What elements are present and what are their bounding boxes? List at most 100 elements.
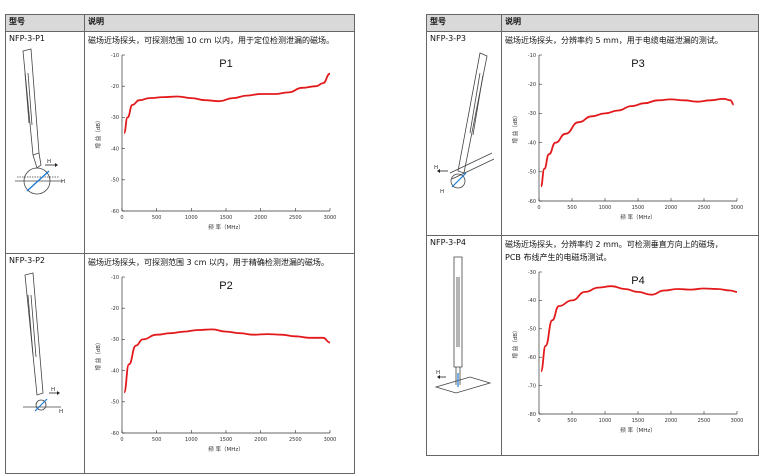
header-model: 型号 xyxy=(426,14,502,32)
header-desc: 说明 xyxy=(84,14,355,32)
chart-p3: -10 -20 -30 -40 -50 -600 500 1000 1500 2000 2500 30… xyxy=(511,53,744,221)
desc-line: 磁场近场探头，分辨率约 5 mm，用于电缆电磁泄漏的测试。 xyxy=(505,36,723,45)
chart-p2: -10 -20 -30 -40 -50 -600 500 1000 1500 2000 2500 30… xyxy=(94,275,337,453)
y-tick-label: -50 xyxy=(111,178,119,184)
y-tick-label: -50 xyxy=(111,400,119,406)
x-tick-label: 0 xyxy=(537,205,540,211)
table-row: NFP-3-P4 H 磁场近场探头，分辨率约 2 mm。可检测垂直方向上的磁场，… xyxy=(426,235,759,456)
header-desc: 说明 xyxy=(501,14,759,32)
x-tick-label: 500 xyxy=(567,418,577,424)
y-tick-label: -30 xyxy=(111,115,119,121)
desc-line: PCB 布线产生的电磁场测试。 xyxy=(505,253,612,262)
h-label: H xyxy=(434,165,438,171)
x-tick-label: 3000 xyxy=(731,205,744,211)
y-axis-label: 增 益（dB） xyxy=(511,327,519,358)
y-axis-label: 增 益（dB） xyxy=(94,339,102,370)
y-tick-label: -10 xyxy=(528,53,536,59)
y-tick-label: -10 xyxy=(111,53,119,59)
h-label: H xyxy=(47,159,51,165)
probe-p3-illustration: H H xyxy=(434,52,495,195)
y-tick-label: -40 xyxy=(528,298,536,304)
x-tick-label: 2000 xyxy=(254,215,267,221)
model-label: NFP-3-P3 xyxy=(430,34,467,43)
x-tick-label: 1000 xyxy=(185,215,198,221)
y-tick-label: -60 xyxy=(528,199,536,205)
probe-table-left: 型号 说明 NFP-3-P1 H H 磁场近 xyxy=(5,14,355,474)
y-tick-label: -40 xyxy=(111,146,119,152)
y-tick-label: -50 xyxy=(528,327,536,333)
probe-p2-illustration: H H xyxy=(23,272,63,415)
probe-table-right: 型号 说明 NFP-3-P3 H H 磁场近场探头，分辨率约 5 mm，用于电缆… xyxy=(426,14,759,456)
table-row: NFP-3-P2 H H 磁场近场探头，可探测范围 3 cm 以内，用于精确检测… xyxy=(5,253,355,474)
x-tick-label: 1500 xyxy=(632,205,645,211)
y-tick-label: -30 xyxy=(111,337,119,343)
chart-p1: -10 -20 -30 -40 -50 -600 500 1000 1500 2000 2500 30… xyxy=(94,53,337,231)
x-tick-label: 1000 xyxy=(185,437,198,443)
series-line xyxy=(123,72,331,134)
x-tick-label: 2500 xyxy=(698,418,711,424)
x-tick-label: 2000 xyxy=(665,205,678,211)
x-axis-label: 频 率（MHz） xyxy=(620,213,656,221)
probe-p1-illustration: H H xyxy=(15,48,65,195)
h-label: H xyxy=(436,370,440,376)
chart-title: P2 xyxy=(219,280,232,292)
desc-cell-p2: 磁场近场探头，可探测范围 3 cm 以内，用于精确检测泄漏的磁场。 -10 -20… xyxy=(84,253,355,474)
y-tick-label: -30 xyxy=(528,111,536,117)
model-label: NFP-3-P1 xyxy=(9,34,46,43)
chart-title: P3 xyxy=(631,58,644,70)
x-tick-label: 0 xyxy=(537,418,540,424)
header-row: 型号 说明 xyxy=(426,14,759,32)
x-tick-label: 0 xyxy=(120,215,123,221)
desc-line: 磁场近场探头，分辨率约 2 mm。可检测垂直方向上的磁场， xyxy=(505,240,723,249)
desc-cell-p1: 磁场近场探头，可探测范围 10 cm 以内，用于定位检测泄漏的磁场。 -10 -2… xyxy=(84,31,355,254)
y-tick-label: -40 xyxy=(111,368,119,374)
header-model: 型号 xyxy=(5,14,85,32)
x-tick-label: 500 xyxy=(567,205,577,211)
y-tick-label: -30 xyxy=(528,270,536,276)
header-row: 型号 说明 xyxy=(5,14,355,32)
x-tick-label: 2500 xyxy=(698,205,711,211)
table-row: NFP-3-P3 H H 磁场近场探头，分辨率约 5 mm，用于电缆电磁泄漏的测… xyxy=(426,31,759,236)
chart-title: P1 xyxy=(219,58,232,70)
y-tick-label: -60 xyxy=(111,431,119,437)
y-tick-label: -20 xyxy=(111,306,119,312)
desc-line: 磁场近场探头，可探测范围 10 cm 以内，用于定位检测泄漏的磁场。 xyxy=(88,36,334,45)
x-tick-label: 2000 xyxy=(665,418,678,424)
y-tick-label: -20 xyxy=(111,84,119,90)
x-tick-label: 2500 xyxy=(289,215,302,221)
desc-cell-p3: 磁场近场探头，分辨率约 5 mm，用于电缆电磁泄漏的测试。 -10 -20 -30 -… xyxy=(501,31,759,236)
x-tick-label: 3000 xyxy=(324,437,337,443)
y-tick-label: -20 xyxy=(528,82,536,88)
y-tick-label: -60 xyxy=(111,209,119,215)
x-tick-label: 1500 xyxy=(220,437,233,443)
chart-p4: -30 -40 -50 -60 -70 -800 500 1000 1500 2000 2500 30… xyxy=(511,270,744,434)
x-tick-label: 3000 xyxy=(324,215,337,221)
probe-cell-p3: NFP-3-P3 H H xyxy=(426,31,502,236)
model-label: NFP-3-P2 xyxy=(9,256,46,265)
h-label: H xyxy=(51,387,55,393)
y-tick-label: -80 xyxy=(528,412,536,418)
table-row: NFP-3-P1 H H 磁场近场探头，可探测范围 10 cm 以内，用于定位检… xyxy=(5,31,355,254)
y-axis-label: 增 益（dB） xyxy=(511,112,519,143)
series-line xyxy=(540,285,738,373)
x-tick-label: 1500 xyxy=(220,215,233,221)
h-label: H xyxy=(440,189,444,195)
x-tick-label: 3000 xyxy=(731,418,744,424)
x-tick-label: 2000 xyxy=(254,437,267,443)
x-axis-label: 频 率（MHz） xyxy=(620,426,656,434)
y-axis-label: 增 益（dB） xyxy=(94,117,102,148)
x-axis-label: 频 率（MHz） xyxy=(208,223,244,231)
probe-cell-p4: NFP-3-P4 H xyxy=(426,235,502,456)
probe-p4-illustration: H xyxy=(434,256,492,394)
x-tick-label: 500 xyxy=(152,437,162,443)
x-axis-label: 频 率（MHz） xyxy=(208,445,244,453)
x-tick-label: 500 xyxy=(152,215,162,221)
model-label: NFP-3-P4 xyxy=(430,238,467,247)
probe-cell-p2: NFP-3-P2 H H xyxy=(5,253,85,474)
y-tick-label: -60 xyxy=(528,355,536,361)
h-label: H xyxy=(59,409,63,415)
y-tick-label: -40 xyxy=(528,140,536,146)
chart-title: P4 xyxy=(631,275,644,287)
y-tick-label: -10 xyxy=(111,275,119,281)
x-tick-label: 0 xyxy=(120,437,123,443)
